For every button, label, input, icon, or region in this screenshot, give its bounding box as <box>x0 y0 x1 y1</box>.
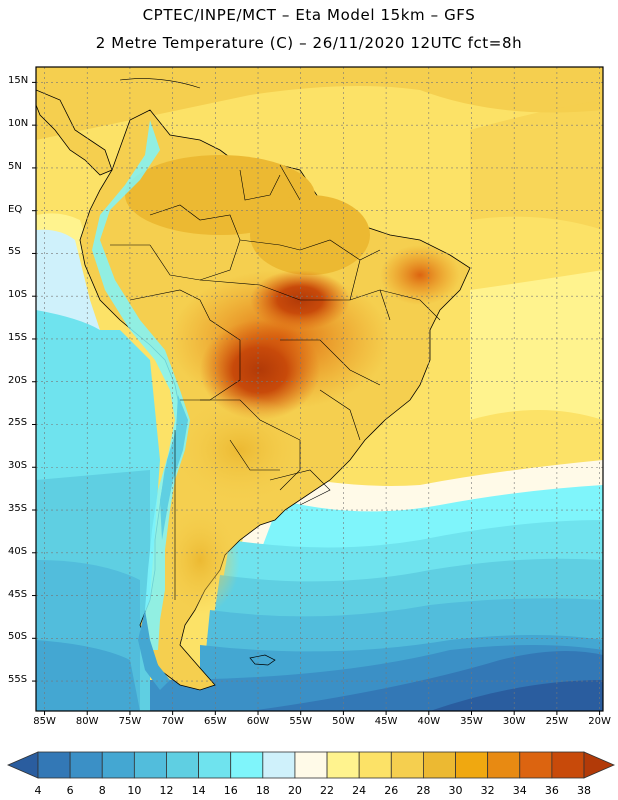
colorbar-bin <box>294 751 328 779</box>
colorbar-bin <box>551 751 585 779</box>
caribbean-islands <box>119 78 201 89</box>
longitude-label: 30W <box>502 716 526 727</box>
colorbar-label: 32 <box>480 784 495 797</box>
map-title-line-2: 2 Metre Temperature (C) – 26/11/2020 12U… <box>95 34 523 52</box>
longitude-label: 50W <box>332 716 355 727</box>
colorbar-label: 8 <box>98 784 106 797</box>
longitude-label: 20W <box>588 716 611 727</box>
colorbar-low-arrow <box>6 751 39 779</box>
heat-zone-northeast <box>250 195 370 275</box>
graticule <box>36 67 603 711</box>
colorbar-label: 30 <box>448 784 463 797</box>
heat-zone-south <box>170 395 310 505</box>
latitude-label: 20S <box>8 374 28 386</box>
patagonian-icefield <box>138 610 170 690</box>
colorbar-high-arrow <box>583 751 616 779</box>
colorbar-label: 24 <box>352 784 367 797</box>
latitude-label: 25S <box>8 417 28 429</box>
colorbar-label: 28 <box>416 784 431 797</box>
latitude-label: 30S <box>8 460 28 472</box>
longitude-label: 60W <box>246 716 270 727</box>
colorbar-label: 18 <box>255 784 270 797</box>
andes-peaks <box>160 395 188 540</box>
colorbar-bin <box>133 751 167 779</box>
colorbar-label: 38 <box>577 784 591 797</box>
map-title-line-1: CPTEC/INPE/MCT – Eta Model 15km – GFS <box>142 6 476 24</box>
longitude-label: 55W <box>289 716 313 727</box>
ocean-band-10-west <box>36 640 140 711</box>
latitude-label: 10N <box>8 118 29 130</box>
colorbar-bin <box>358 751 392 779</box>
colorbar-label: 12 <box>159 784 174 797</box>
country-borders <box>110 164 441 600</box>
longitude-label: 35W <box>460 716 483 727</box>
colorbar-bin <box>101 751 135 779</box>
colorbar-bin <box>455 751 489 779</box>
longitude-label: 75W <box>118 716 142 727</box>
colorbar-label: 22 <box>320 784 335 797</box>
map-frame <box>35 66 604 712</box>
longitude-label: 25W <box>545 716 569 727</box>
latitude-label: 15S <box>8 331 28 343</box>
ocean-warm-band <box>36 67 603 140</box>
ocean-band-18 <box>36 229 100 330</box>
colorbar-label: 36 <box>544 784 559 797</box>
latitude-label: 55S <box>8 674 28 686</box>
axis-ticks <box>32 81 601 715</box>
colorbar-bin <box>519 751 553 779</box>
longitude-label: 65W <box>204 716 227 727</box>
latitude-label: 45S <box>8 588 28 600</box>
longitude-label: 45W <box>374 716 398 727</box>
ocean-band-28-east <box>470 100 603 230</box>
colorbar-bin <box>166 751 199 779</box>
latitude-label: 10S <box>8 289 28 301</box>
colorbar-bin <box>423 751 456 779</box>
latitude-label: 40S <box>8 545 28 557</box>
latitude-label: 15N <box>8 75 29 87</box>
colorbar-label: 34 <box>512 784 527 797</box>
heat-zone-max <box>200 320 320 420</box>
heat-zone-patagonia <box>160 505 240 615</box>
colorbar-bin <box>487 751 521 779</box>
colorbar-bin <box>230 751 264 779</box>
map-field <box>36 67 603 711</box>
heat-zone-ne-coast <box>380 245 460 305</box>
longitude-label: 85W <box>33 716 56 727</box>
colorbar-bin <box>37 751 71 779</box>
colorbar-label: 4 <box>34 784 42 797</box>
latitude-label: 5N <box>8 160 22 172</box>
ocean-band-4 <box>430 680 603 711</box>
colorbar-label: 16 <box>223 784 238 797</box>
latitude-label: 5S <box>8 246 21 258</box>
latitude-label: 50S <box>8 631 28 643</box>
colorbar-label: 20 <box>287 784 302 797</box>
falkland-islands <box>249 654 276 666</box>
colorbar <box>6 751 616 779</box>
ocean-band-24-east <box>470 270 603 420</box>
longitude-label: 40W <box>417 716 441 727</box>
colorbar-bin <box>326 751 360 779</box>
colorbar-label: 26 <box>384 784 399 797</box>
colorbar-bin <box>69 751 103 779</box>
latitude-label: EQ <box>8 203 23 215</box>
longitude-label: 70W <box>161 716 184 727</box>
colorbar-label: 6 <box>66 784 74 797</box>
latitude-label: 35S <box>8 503 28 515</box>
colorbar-bin <box>262 751 296 779</box>
colorbar-label: 14 <box>191 784 206 797</box>
colorbar-bin <box>390 751 424 779</box>
longitude-label: 80W <box>75 716 99 727</box>
central-america-landmass <box>36 89 113 176</box>
colorbar-bin <box>198 751 232 779</box>
colorbar-label: 10 <box>127 784 142 797</box>
